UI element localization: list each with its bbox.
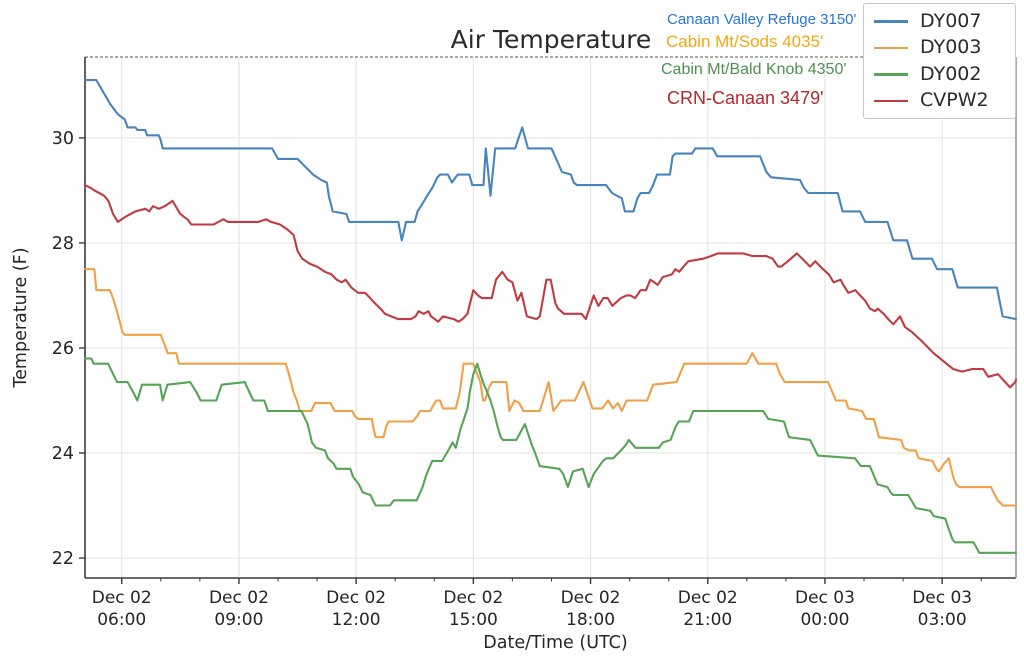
- x-tick-label-date: Dec 03: [912, 588, 972, 608]
- x-tick-label-date: Dec 02: [443, 588, 503, 608]
- x-tick-label-time: 06:00: [97, 610, 146, 630]
- legend-label: CVPW2: [920, 89, 989, 112]
- legend-item-dy007: DY007: [864, 8, 1015, 34]
- x-axis-label: Date/Time (UTC): [483, 633, 627, 653]
- x-tick-label-date: Dec 02: [678, 588, 738, 608]
- series-line-DY002: [83, 357, 1018, 554]
- annotation-cabin-mt-sods: Cabin Mt/Sods 4035': [666, 32, 824, 51]
- chart-legend: DY007 DY003 DY002 CVPW2: [863, 3, 1016, 119]
- chart-title: Air Temperature: [451, 25, 652, 54]
- series-line-DY007: [83, 79, 1018, 321]
- dy002-line-swatch: [874, 73, 908, 76]
- x-tick-label-time: 21:00: [683, 610, 732, 630]
- cvpw2-line-swatch: [874, 99, 908, 102]
- y-tick-label: 26: [52, 339, 74, 359]
- annotation-canaan-valley-refuge: Canaan Valley Refuge 3150': [667, 11, 857, 28]
- legend-item-cvpw2: CVPW2: [864, 88, 1015, 114]
- x-tick-label-time: 03:00: [918, 610, 967, 630]
- x-tick-label-time: 12:00: [332, 610, 381, 630]
- x-tick-label-time: 15:00: [449, 610, 498, 630]
- x-tick-label-time: 09:00: [214, 610, 263, 630]
- annotation-cabin-mt-bald-knob: Cabin Mt/Bald Knob 4350': [661, 61, 847, 78]
- x-tick-label-date: Dec 02: [326, 588, 386, 608]
- x-tick-label-date: Dec 02: [209, 588, 269, 608]
- annotation-crn-canaan: CRN-Canaan 3479': [667, 88, 824, 108]
- x-tick-label-time: 00:00: [800, 610, 849, 630]
- x-tick-label-time: 18:00: [566, 610, 615, 630]
- legend-label: DY007: [920, 9, 982, 32]
- y-tick-label: 28: [52, 234, 74, 254]
- x-tick-label-date: Dec 03: [795, 588, 855, 608]
- x-tick-label-date: Dec 02: [92, 588, 152, 608]
- legend-label: DY003: [920, 36, 982, 59]
- series-line-CVPW2: [83, 184, 1018, 389]
- y-tick-label: 22: [52, 549, 74, 569]
- legend-item-dy002: DY002: [864, 61, 1015, 87]
- x-tick-label-date: Dec 02: [561, 588, 621, 608]
- y-tick-label: 30: [52, 129, 74, 149]
- dy003-line-swatch: [874, 46, 908, 49]
- legend-item-dy003: DY003: [864, 35, 1015, 61]
- dy007-line-swatch: [874, 20, 908, 23]
- legend-label: DY002: [920, 62, 982, 85]
- y-tick-label: 24: [52, 444, 74, 464]
- series-line-DY003: [83, 268, 1018, 507]
- y-axis-label: Temperature (F): [11, 247, 31, 388]
